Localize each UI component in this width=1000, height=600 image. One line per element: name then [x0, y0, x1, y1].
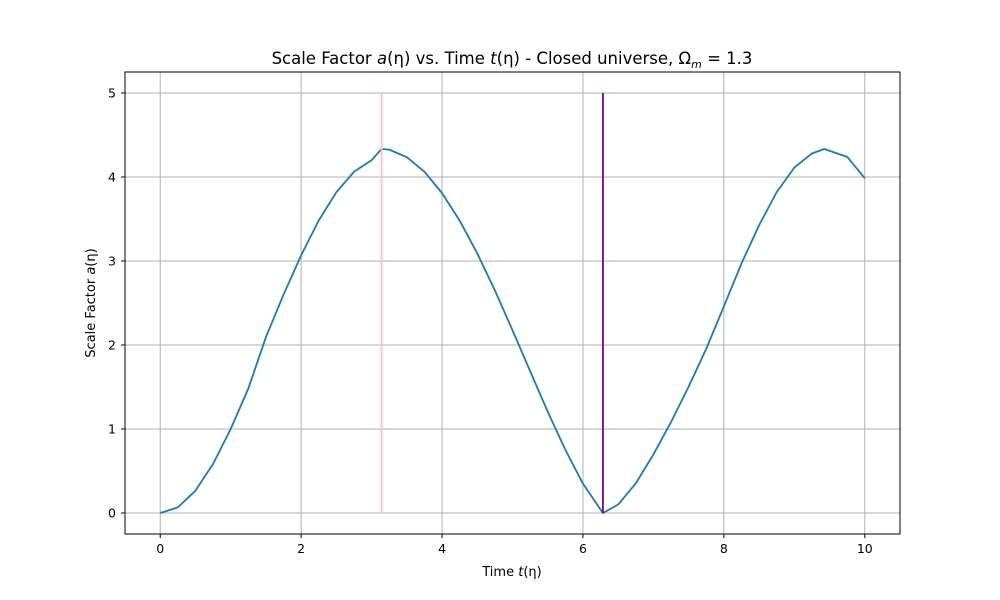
y-tick-label: 0: [108, 506, 116, 521]
x-tick-label: 4: [438, 541, 446, 556]
y-tick-label: 1: [108, 422, 116, 437]
x-axis-label: Time t(η): [481, 565, 541, 580]
x-tick-label: 10: [857, 541, 873, 556]
series-lines: [159, 93, 866, 514]
x-tick-label: 8: [720, 541, 728, 556]
chart-title: Scale Factor a(η) vs. Time t(η) - Closed…: [272, 49, 753, 71]
y-axis-label: Scale Factor a(η): [84, 248, 99, 357]
x-tick-label: 6: [579, 541, 587, 556]
x-tick-label: 0: [156, 541, 164, 556]
y-tick-label: 5: [108, 86, 116, 101]
axis-ticks: 0 2 4 6 8 10 0 1 2 3 4 5: [108, 86, 873, 557]
scale-factor-curve: [159, 148, 866, 514]
y-tick-label: 2: [108, 338, 116, 353]
grid-lines: [125, 72, 900, 534]
x-tick-label: 2: [297, 541, 305, 556]
plot-frame: [124, 71, 901, 535]
y-tick-label: 3: [108, 254, 116, 269]
y-tick-label: 4: [108, 170, 116, 185]
